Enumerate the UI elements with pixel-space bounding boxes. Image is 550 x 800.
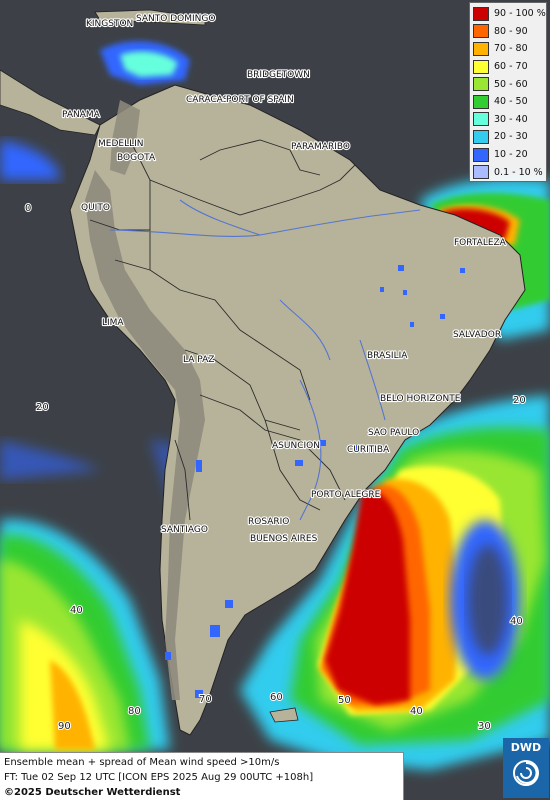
legend-swatch xyxy=(473,41,489,56)
legend-item: 70 - 80 xyxy=(473,40,543,58)
lon-90-label: 90 xyxy=(58,721,71,732)
city-salvador: SALVADOR xyxy=(453,330,501,340)
legend-label: 80 - 90 xyxy=(494,25,528,37)
city-paramaribo: PARAMARIBO xyxy=(291,142,350,152)
legend-item: 0.1 - 10 % xyxy=(473,163,543,181)
legend-swatch xyxy=(473,129,489,144)
city-fortaleza: FORTALEZA xyxy=(454,238,507,248)
legend-label: 40 - 50 xyxy=(494,96,528,108)
legend-label: 90 - 100 % xyxy=(494,8,546,20)
lon-60-label: 60 xyxy=(270,692,283,703)
legend-item: 30 - 40 xyxy=(473,111,543,129)
lat-0-label: 0 xyxy=(25,203,31,214)
legend-swatch xyxy=(473,94,489,109)
legend-swatch xyxy=(473,6,489,21)
legend-item: 40 - 50 xyxy=(473,93,543,111)
caption-box: Ensemble mean + spread of Mean wind spee… xyxy=(0,752,404,800)
caption-forecast-time: FT: Tue 02 Sep 12 UTC [ICON EPS 2025 Aug… xyxy=(4,772,314,783)
legend-swatch xyxy=(473,165,489,180)
legend-label: 10 - 20 xyxy=(494,149,528,161)
legend-label: 70 - 80 xyxy=(494,43,528,55)
city-santiago: SANTIAGO xyxy=(161,525,208,535)
city-santo-domingo: SANTO DOMINGO xyxy=(136,14,215,24)
city-caracas: CARACAS xyxy=(186,95,229,105)
city-medellin: MEDELLIN xyxy=(98,139,143,149)
legend-swatch xyxy=(473,24,489,39)
dwd-logo: DWD xyxy=(503,738,549,798)
lat-40-label: 40 xyxy=(70,605,83,616)
legend: 90 - 100 % 80 - 90 70 - 80 60 - 70 50 - 60 40… xyxy=(469,2,547,182)
legend-item: 50 - 60 xyxy=(473,75,543,93)
city-buenos-aires: BUENOS AIRES xyxy=(250,534,318,544)
lat-40-right-label: 40 xyxy=(510,616,523,627)
lat-20-label: 20 xyxy=(36,402,49,413)
legend-label: 20 - 30 xyxy=(494,131,528,143)
caption-copyright: ©2025 Deutscher Wetterdienst xyxy=(4,787,181,798)
city-asuncion: ASUNCION xyxy=(272,441,320,451)
legend-swatch xyxy=(473,112,489,127)
legend-item: 80 - 90 xyxy=(473,23,543,41)
lon-40-label: 40 xyxy=(410,706,423,717)
city-la-paz: LA PAZ xyxy=(183,355,214,365)
city-curitiba: CURITIBA xyxy=(347,445,390,455)
land-probability-spots xyxy=(165,265,465,698)
continent xyxy=(0,9,526,736)
legend-label: 30 - 40 xyxy=(494,113,528,125)
legend-item: 90 - 100 % xyxy=(473,5,546,23)
legend-swatch xyxy=(473,147,489,162)
legend-swatch xyxy=(473,59,489,74)
city-labels: KINGSTON SANTO DOMINGO BRIDGETOWN CARACA… xyxy=(61,13,508,545)
city-kingston: KINGSTON xyxy=(86,19,133,29)
lon-70-label: 70 xyxy=(199,694,212,705)
city-port-of-spain: PORT OF SPAIN xyxy=(226,95,294,105)
legend-label: 50 - 60 xyxy=(494,78,528,90)
legend-label: 0.1 - 10 % xyxy=(494,166,543,178)
city-bridgetown: BRIDGETOWN xyxy=(247,70,310,80)
city-bogota: BOGOTA xyxy=(117,153,156,163)
city-belo-horizonte: BELO HORIZONTE xyxy=(380,394,461,404)
legend-label: 60 - 70 xyxy=(494,61,528,73)
city-quito: QUITO xyxy=(81,203,110,213)
legend-item: 10 - 20 xyxy=(473,146,543,164)
caption-title: Ensemble mean + spread of Mean wind spee… xyxy=(4,757,280,768)
lon-50-label: 50 xyxy=(338,695,351,706)
city-lima: LIMA xyxy=(102,318,124,328)
lat-20-right-label: 20 xyxy=(513,395,526,406)
legend-item: 60 - 70 xyxy=(473,58,543,76)
city-porto-alegre: PORTO ALEGRE xyxy=(311,490,381,500)
city-sao-paulo: SAO PAULO xyxy=(368,428,419,438)
graticule-labels: 0 20 40 90 80 70 60 50 40 30 20 40 xyxy=(24,202,527,733)
lon-30-label: 30 xyxy=(478,721,491,732)
city-brasilia: BRASILIA xyxy=(367,351,408,361)
dwd-swirl-icon xyxy=(513,760,539,786)
city-panama: PANAMA xyxy=(62,110,101,120)
lon-80-label: 80 xyxy=(128,706,141,717)
legend-swatch xyxy=(473,77,489,92)
legend-item: 20 - 30 xyxy=(473,128,543,146)
dwd-logo-text: DWD xyxy=(510,741,542,754)
city-rosario: ROSARIO xyxy=(248,517,289,527)
